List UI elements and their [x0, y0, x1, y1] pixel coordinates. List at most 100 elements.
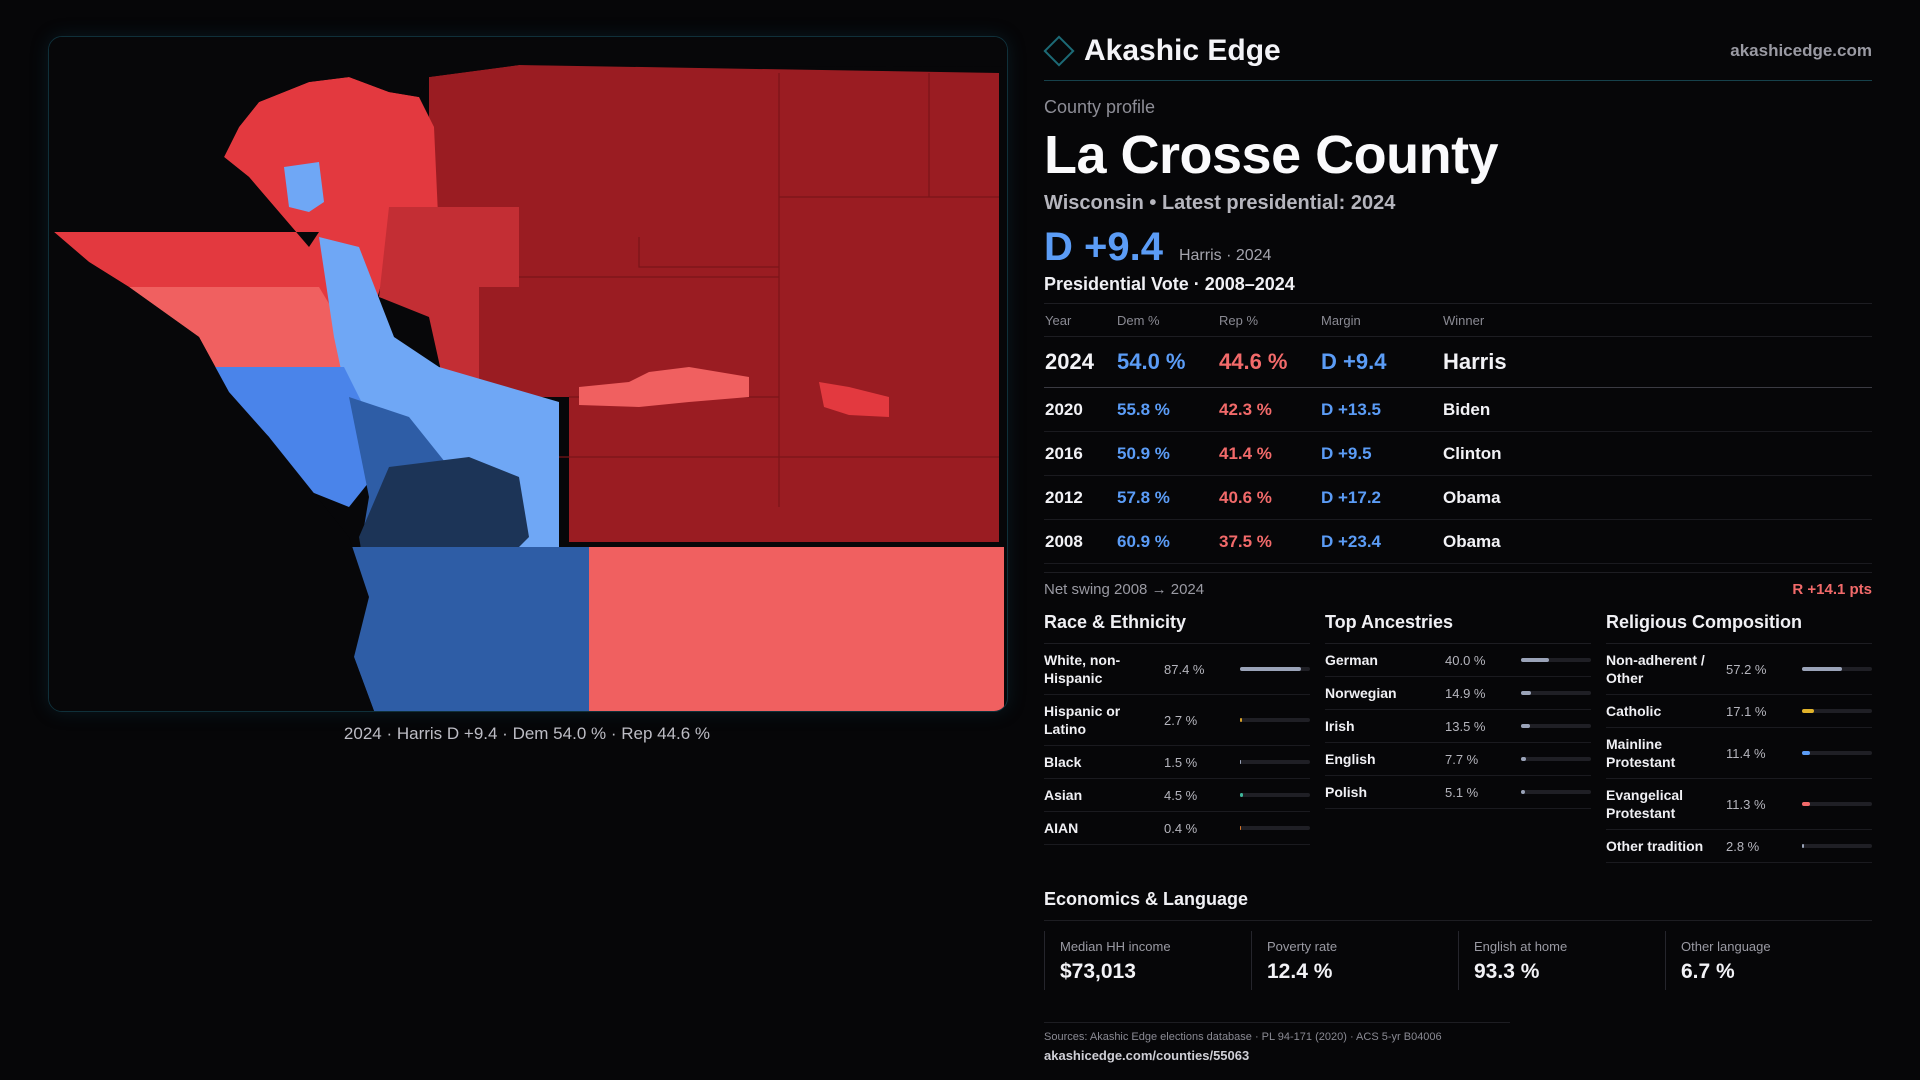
col-dem: Dem %	[1116, 304, 1218, 337]
vote-cell-winner: Biden	[1442, 387, 1872, 432]
race-row: White, non-Hispanic 87.4 %	[1044, 644, 1310, 695]
ancestry-label: Norwegian	[1325, 685, 1397, 701]
stat-income: Median HH income $73,013	[1044, 931, 1251, 990]
precinct-south[interactable]	[349, 547, 589, 711]
vote-cell-rep: 44.6 %	[1218, 336, 1320, 388]
page-title: La Crosse County	[1044, 125, 1499, 185]
religion-label: Evangelical Protestant	[1606, 787, 1684, 821]
vote-row-2012: 2012 57.8 % 40.6 % D +17.2 Obama	[1044, 475, 1872, 520]
precinct-boundaries	[519, 73, 999, 507]
religion-bar-track	[1802, 802, 1872, 806]
race-label: Black	[1044, 754, 1082, 770]
precinct-west-arm[interactable]	[54, 232, 334, 287]
town-east[interactable]	[819, 382, 889, 417]
religion-bar-track	[1802, 709, 1872, 713]
vote-cell-winner: Obama	[1442, 475, 1872, 520]
race-bar-fill	[1240, 718, 1242, 722]
ancestry-bar-fill	[1521, 790, 1525, 794]
col-year: Year	[1044, 304, 1116, 337]
vote-cell-dem: 50.9 %	[1116, 431, 1218, 476]
sources-text: Sources: Akashic Edge elections database…	[1044, 1031, 1442, 1043]
religion-bar-fill	[1802, 709, 1814, 713]
col-winner: Winner	[1442, 304, 1872, 337]
race-row: Asian 4.5 %	[1044, 779, 1310, 812]
ancestry-bar-track	[1521, 724, 1591, 728]
religion-bar-track	[1802, 751, 1872, 755]
vote-cell-year: 2016	[1044, 431, 1116, 476]
net-swing-value: R +14.1 pts	[1792, 581, 1872, 598]
ancestry-bar-track	[1521, 757, 1591, 761]
race-bar-track	[1240, 826, 1310, 830]
religion-row: Mainline Protestant 11.4 %	[1606, 728, 1872, 779]
religion-section: Religious Composition Non-adherent / Oth…	[1606, 612, 1872, 863]
col-rep: Rep %	[1218, 304, 1320, 337]
stat-label: Poverty rate	[1267, 939, 1338, 954]
vote-cell-year: 2020	[1044, 387, 1116, 432]
precinct-map-svg[interactable]	[49, 37, 1007, 711]
river-backwater	[49, 232, 374, 711]
ancestry-row: German 40.0 %	[1325, 644, 1591, 677]
stat-poverty: Poverty rate 12.4 %	[1251, 931, 1458, 990]
vote-row-2020: 2020 55.8 % 42.3 % D +13.5 Biden	[1044, 387, 1872, 432]
stat-value: 6.7 %	[1681, 960, 1735, 983]
ancestry-label: Irish	[1325, 718, 1355, 734]
ancestry-bar-track	[1521, 790, 1591, 794]
religion-label: Non-adherent / Other	[1606, 652, 1705, 686]
vote-section-title: Presidential Vote · 2008–2024	[1044, 274, 1872, 304]
ancestry-bar-fill	[1521, 658, 1549, 662]
permalink-link[interactable]: akashicedge.com/counties/55063	[1044, 1048, 1250, 1063]
precinct-southeast-1[interactable]	[589, 547, 779, 711]
precinct-southeast-2[interactable]	[779, 547, 1004, 711]
stat-english: English at home 93.3 %	[1458, 931, 1665, 990]
vote-cell-dem: 55.8 %	[1116, 387, 1218, 432]
profile-eyebrow: County profile	[1044, 97, 1156, 117]
race-percent: 2.7 %	[1164, 712, 1198, 728]
race-bar-fill	[1240, 826, 1241, 830]
ancestry-row: English 7.7 %	[1325, 743, 1591, 776]
net-swing: Net swing 2008 → 2024 R +14.1 pts	[1044, 572, 1872, 598]
precinct-northeast[interactable]	[429, 65, 999, 542]
vote-cell-margin: D +9.4	[1320, 336, 1442, 388]
town-north-blue[interactable]	[284, 162, 324, 212]
vote-cell-winner: Clinton	[1442, 431, 1872, 476]
headline-margin: D +9.4 Harris · 2024	[1044, 225, 1872, 270]
vote-cell-rep: 42.3 %	[1218, 387, 1320, 432]
ancestry-row: Norwegian 14.9 %	[1325, 677, 1591, 710]
brand-url-link[interactable]: akashicedge.com	[1730, 41, 1872, 60]
stat-value: 12.4 %	[1267, 960, 1333, 983]
religion-bar-fill	[1802, 844, 1804, 848]
religion-percent: 17.1 %	[1726, 703, 1767, 719]
religion-label: Mainline Protestant	[1606, 736, 1676, 770]
precinct-west-pale[interactable]	[129, 287, 349, 392]
ancestry-percent: 7.7 %	[1445, 751, 1479, 767]
net-swing-label: Net swing 2008 → 2024	[1044, 581, 1205, 598]
vote-cell-winner: Obama	[1442, 519, 1872, 564]
race-label: White, non-Hispanic	[1044, 652, 1121, 686]
vote-row-2024: 2024 54.0 % 44.6 % D +9.4 Harris	[1044, 336, 1872, 388]
race-label: Asian	[1044, 787, 1083, 803]
sources-note: Sources: Akashic Edge elections database…	[1044, 1022, 1510, 1063]
ancestry-bar-fill	[1521, 691, 1532, 695]
precinct-city-mid[interactable]	[199, 367, 389, 507]
religion-label: Catholic	[1606, 703, 1662, 719]
economics-stats: Median HH income $73,013 Poverty rate 12…	[1044, 931, 1872, 990]
stat-label: English at home	[1474, 939, 1568, 954]
stat-other-language: Other language 6.7 %	[1665, 931, 1872, 990]
race-percent: 4.5 %	[1164, 787, 1198, 803]
ancestry-bar-track	[1521, 658, 1591, 662]
vote-row-2016: 2016 50.9 % 41.4 % D +9.5 Clinton	[1044, 431, 1872, 476]
ancestry-bar-fill	[1521, 757, 1527, 761]
town-corridor[interactable]	[579, 367, 749, 407]
stat-value: 93.3 %	[1474, 960, 1540, 983]
ancestry-label: German	[1325, 652, 1378, 668]
county-map[interactable]	[48, 36, 1008, 712]
ancestry-percent: 40.0 %	[1445, 652, 1486, 668]
col-margin: Margin	[1320, 304, 1442, 337]
ancestry-title: Top Ancestries	[1325, 612, 1591, 644]
precinct-central-rep[interactable]	[379, 207, 519, 407]
vote-cell-dem: 54.0 %	[1116, 336, 1218, 388]
ancestry-bar-fill	[1521, 724, 1531, 728]
race-bar-fill	[1240, 793, 1244, 797]
race-row: AIAN 0.4 %	[1044, 812, 1310, 845]
religion-label: Other tradition	[1606, 838, 1704, 854]
